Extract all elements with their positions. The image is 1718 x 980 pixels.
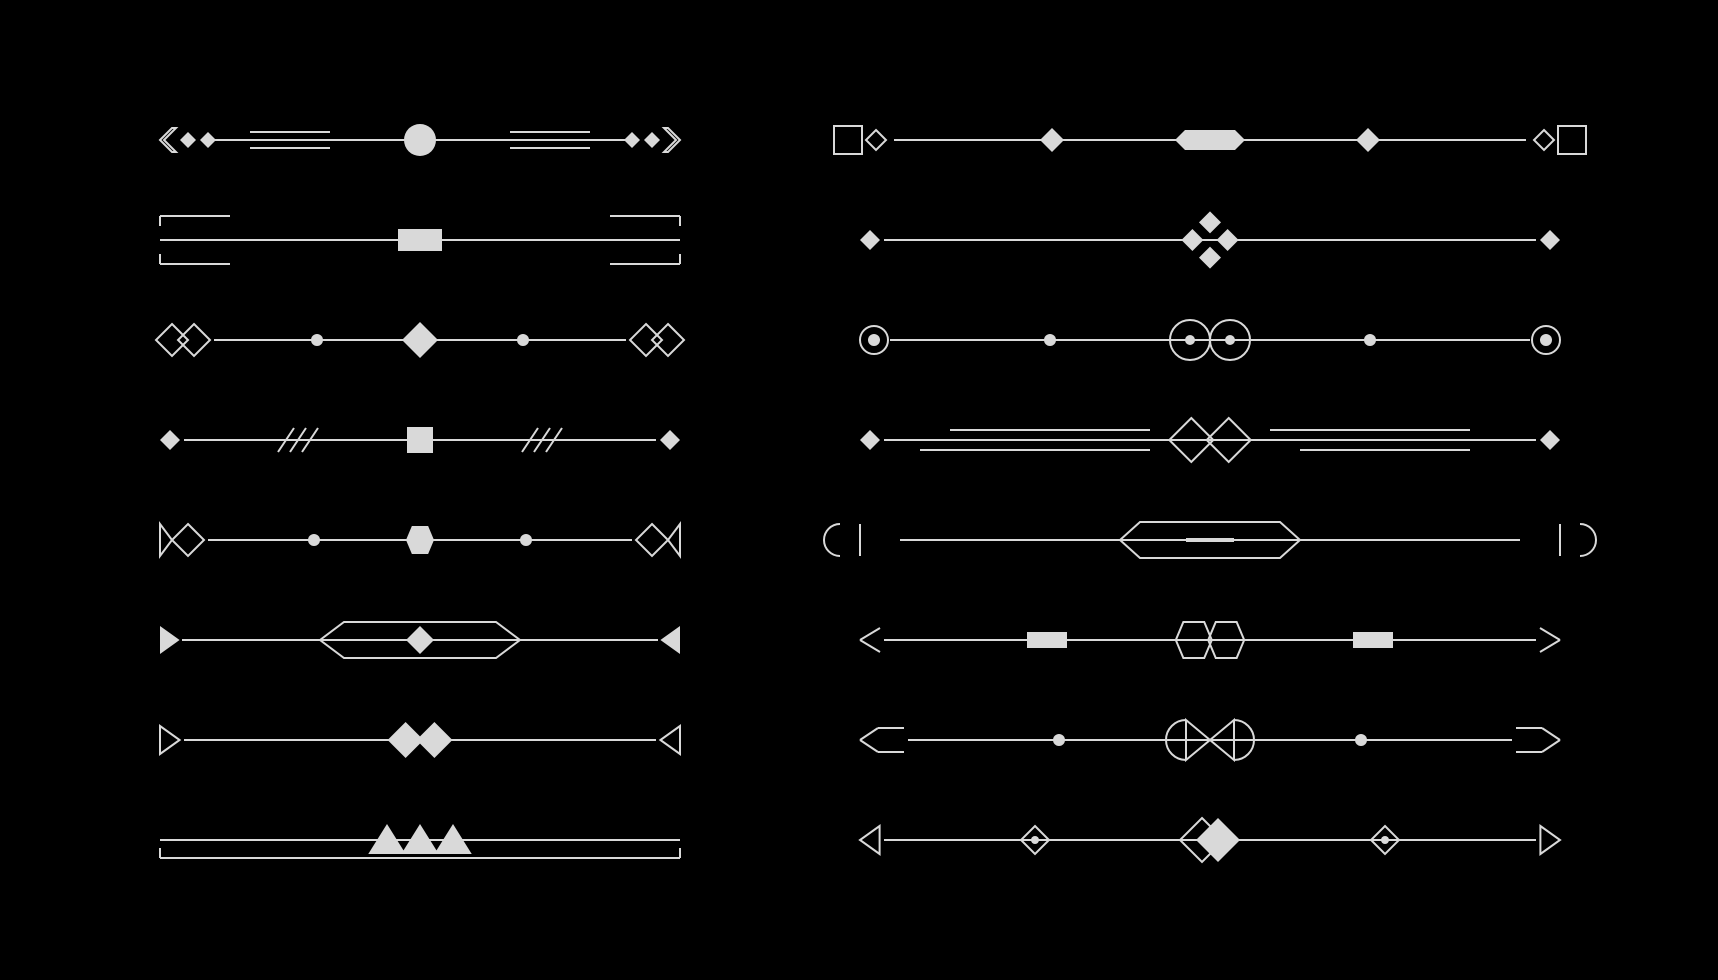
divider-gallery [0, 0, 1718, 980]
divider-svg [0, 0, 1718, 980]
